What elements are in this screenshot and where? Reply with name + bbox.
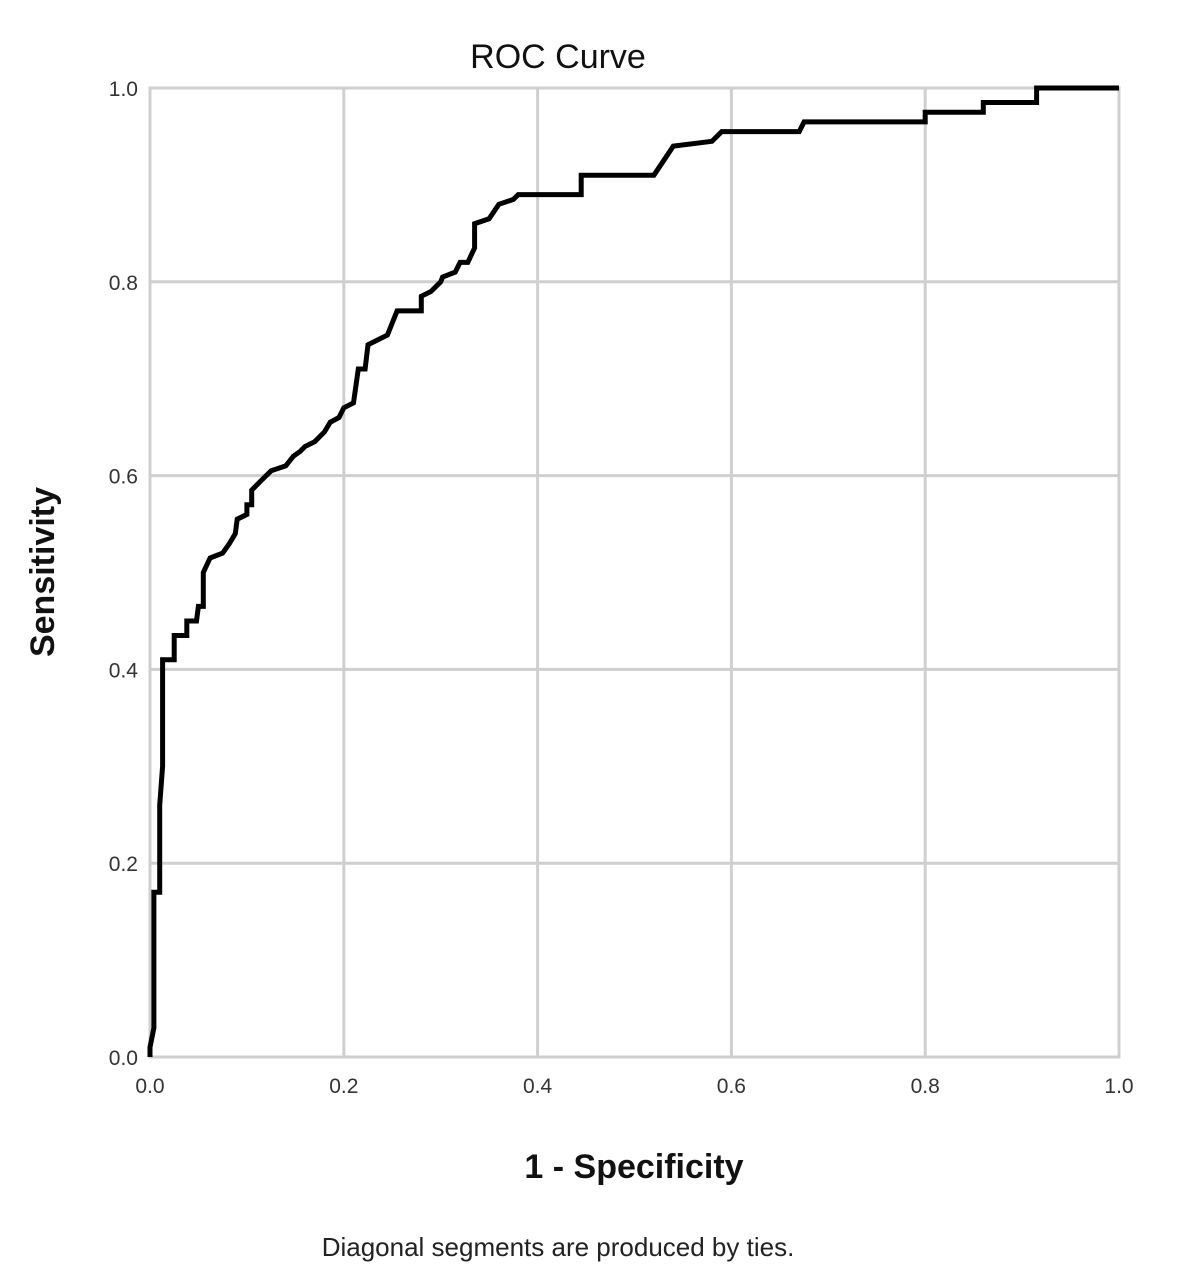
- y-axis-ticks: 0.0 0.2 0.4 0.6 0.8 1.0: [109, 78, 139, 1070]
- roc-curve-line: [147, 85, 1119, 1057]
- y-axis-label: Sensitivity: [24, 487, 62, 657]
- plot-area: [147, 85, 1121, 1059]
- x-tick-label: 1.0: [1104, 1075, 1133, 1098]
- x-axis-ticks: 0.0 0.2 0.4 0.6 0.8 1.0: [135, 1075, 1133, 1098]
- y-tick-label: 0.6: [109, 466, 138, 489]
- grid-lines: [148, 86, 1121, 1059]
- plot-frame: [148, 86, 1121, 1059]
- y-tick-label: 0.8: [109, 272, 138, 295]
- chart-title: ROC Curve: [470, 38, 646, 76]
- x-tick-label: 0.4: [523, 1075, 553, 1098]
- x-axis-label: 1 - Specificity: [524, 1148, 743, 1186]
- y-tick-label: 0.2: [109, 853, 138, 876]
- y-tick-label: 0.0: [109, 1047, 138, 1070]
- x-tick-label: 0.6: [717, 1075, 746, 1098]
- y-tick-label: 1.0: [109, 78, 138, 101]
- x-tick-label: 0.2: [329, 1075, 358, 1098]
- y-tick-label: 0.4: [109, 659, 139, 682]
- x-tick-label: 0.0: [135, 1075, 164, 1098]
- footnote: Diagonal segments are produced by ties.: [322, 1232, 795, 1262]
- x-tick-label: 0.8: [911, 1075, 940, 1098]
